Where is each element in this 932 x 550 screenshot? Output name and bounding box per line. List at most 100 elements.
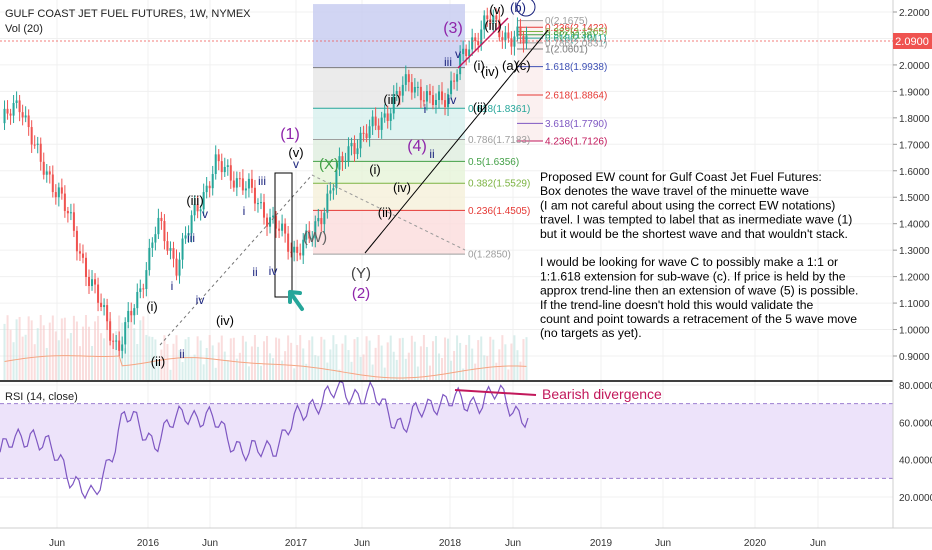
- wave-label: v: [455, 47, 461, 61]
- volume-bar: [504, 344, 507, 380]
- candle-body: [241, 178, 244, 191]
- volume-bar: [78, 346, 81, 380]
- time-tick-label: 2019: [590, 538, 613, 549]
- time-tick-label: 2017: [285, 538, 308, 549]
- time-tick-label: Jun: [505, 538, 521, 549]
- fib-lower-label: 0.618(1.8361): [468, 104, 530, 115]
- rsi-axis: 80.0000 60.0000 40.0000 20.0000: [899, 381, 932, 504]
- candle-body: [269, 217, 272, 227]
- wave-label: iv: [269, 264, 278, 278]
- candle-body: [12, 102, 15, 116]
- candle-body: [492, 15, 495, 24]
- wave-label: (v): [489, 2, 504, 17]
- wave-label: (i): [369, 162, 381, 177]
- candle-body: [398, 91, 401, 96]
- candle-body: [456, 74, 459, 82]
- volume-bar: [187, 337, 190, 380]
- candle-body: [223, 166, 226, 173]
- candle-body: [226, 165, 229, 167]
- candle-body: [124, 322, 127, 345]
- candle-body: [278, 228, 281, 231]
- current-price-tag: [893, 33, 932, 49]
- volume-bar: [253, 335, 256, 380]
- fib-lower-label: 0.786(1.7183): [468, 135, 530, 146]
- time-tick-label: Jun: [655, 538, 671, 549]
- volume-bar: [223, 351, 226, 380]
- candle-body: [253, 187, 256, 204]
- volume-bar: [374, 347, 377, 380]
- candle-body: [94, 279, 97, 285]
- volume-bar: [33, 344, 36, 380]
- candle-body: [323, 212, 326, 225]
- candle-body: [296, 246, 299, 253]
- volume-bar: [103, 338, 106, 380]
- candle-body: [169, 248, 172, 251]
- fib-upper-label: 0.618(2.1011): [545, 34, 607, 45]
- volume-bar: [163, 335, 166, 380]
- volume-bar: [519, 361, 522, 380]
- candle-body: [208, 185, 211, 189]
- candle-body: [356, 148, 359, 155]
- volume-bar: [148, 336, 151, 380]
- volume-bar: [109, 318, 112, 380]
- volume-bar: [410, 335, 413, 380]
- candle-body: [60, 187, 63, 194]
- wave-label: i: [424, 102, 427, 116]
- volume-bar: [45, 347, 48, 380]
- wave-label: i: [171, 279, 174, 293]
- annotation-line: 1:1.618 extension for sub-wave (c). If p…: [540, 269, 846, 283]
- volume-bar: [462, 368, 465, 380]
- volume-bar: [160, 349, 163, 380]
- candle-body: [416, 86, 419, 88]
- fib-upper-levels: 0(2.1675)0.236(2.1422)0.382(2.1265)0.5(2…: [517, 16, 607, 147]
- candle-body: [498, 19, 501, 38]
- fib-upper-label: 3.618(1.7790): [545, 119, 607, 130]
- candle-body: [320, 218, 323, 225]
- volume-bar: [401, 337, 404, 380]
- volume-bar: [416, 366, 419, 380]
- volume-bar: [151, 336, 154, 380]
- wave-label: (iv): [481, 64, 499, 79]
- candle-body: [326, 193, 329, 213]
- candle-body: [118, 340, 121, 351]
- candle-body: [465, 48, 468, 57]
- candle-body: [362, 132, 365, 134]
- volume-bar: [341, 343, 344, 380]
- volume-bar: [431, 341, 434, 380]
- time-axis: Jun 2016 Jun 2017 Jun 2018 Jun 2019 Jun 2020 Jun: [49, 538, 826, 549]
- minuette-wave-box: [274, 172, 293, 298]
- volume-bar: [238, 352, 241, 380]
- volume-bar: [112, 340, 115, 380]
- volume-bar: [501, 335, 504, 380]
- candle-body: [444, 100, 447, 108]
- wave-label: (2): [352, 285, 370, 302]
- volume-bar: [480, 336, 483, 380]
- volume-bar: [471, 348, 474, 380]
- price-tick-label: 1.0000: [899, 326, 930, 337]
- volume-bar: [380, 345, 383, 380]
- volume-bar: [175, 335, 178, 380]
- volume-bar: [525, 337, 528, 380]
- candle-body: [302, 239, 305, 256]
- candle-body: [109, 321, 112, 341]
- candle-body: [91, 279, 94, 287]
- candle-body: [36, 143, 39, 145]
- candle-body: [314, 221, 317, 239]
- volume-bar: [441, 357, 444, 380]
- volume-bar: [335, 344, 338, 380]
- volume-bar: [419, 346, 422, 380]
- candle-body: [178, 259, 181, 276]
- candle-body: [284, 223, 287, 234]
- volume-bar: [87, 326, 91, 380]
- candle-body: [57, 187, 60, 198]
- candle-body: [447, 94, 450, 108]
- candle-body: [81, 253, 84, 258]
- volume-bar: [24, 334, 27, 380]
- candle-body: [308, 230, 311, 239]
- price-tick-label: 2.2000: [899, 8, 930, 19]
- candle-body: [377, 125, 380, 130]
- candle-body: [175, 258, 178, 276]
- volume-bar: [368, 340, 371, 380]
- volume-bar: [48, 322, 51, 380]
- time-tick-label: 2018: [439, 538, 462, 549]
